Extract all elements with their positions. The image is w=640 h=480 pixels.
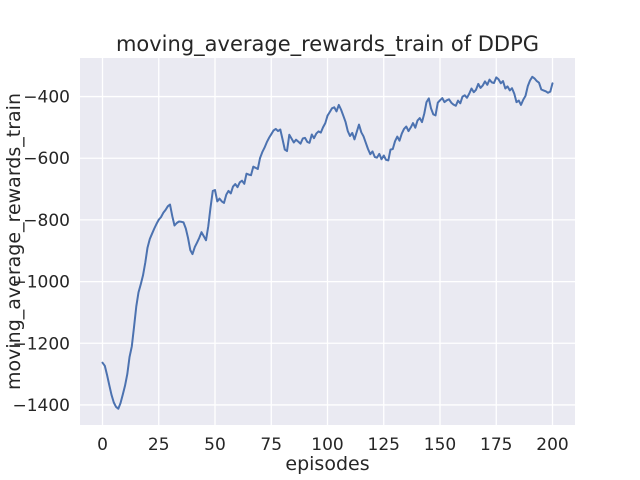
x-tick-label: 50 (204, 435, 226, 455)
y-tick-label: −1200 (12, 334, 70, 354)
y-axis-label: moving_average_rewards_train (3, 93, 25, 390)
data-series (101, 75, 554, 410)
chart-title: moving_average_rewards_train of DDPG (116, 32, 539, 57)
y-tick-label: −1000 (12, 273, 70, 293)
y-tick-label: −800 (23, 211, 70, 231)
x-tick-label: 150 (424, 435, 456, 455)
gridlines (80, 58, 575, 425)
y-tick-label: −400 (23, 88, 70, 108)
x-tick-label: 175 (480, 435, 512, 455)
x-tick-label: 75 (260, 435, 282, 455)
x-axis-label: episodes (285, 453, 369, 475)
x-tick-label: 125 (368, 435, 400, 455)
y-tick-label: −1400 (12, 396, 70, 416)
x-tick-label: 25 (148, 435, 170, 455)
x-tick-label: 100 (311, 435, 343, 455)
x-tick-labels: 0 25 50 75 100 125 150 175 200 (97, 435, 569, 455)
x-tick-label: 0 (97, 435, 108, 455)
y-tick-label: −600 (23, 149, 70, 169)
x-tick-label: 200 (536, 435, 568, 455)
y-tick-labels: −400 −600 −800 −1000 −1200 −1400 (12, 88, 70, 416)
series-line (101, 75, 554, 410)
